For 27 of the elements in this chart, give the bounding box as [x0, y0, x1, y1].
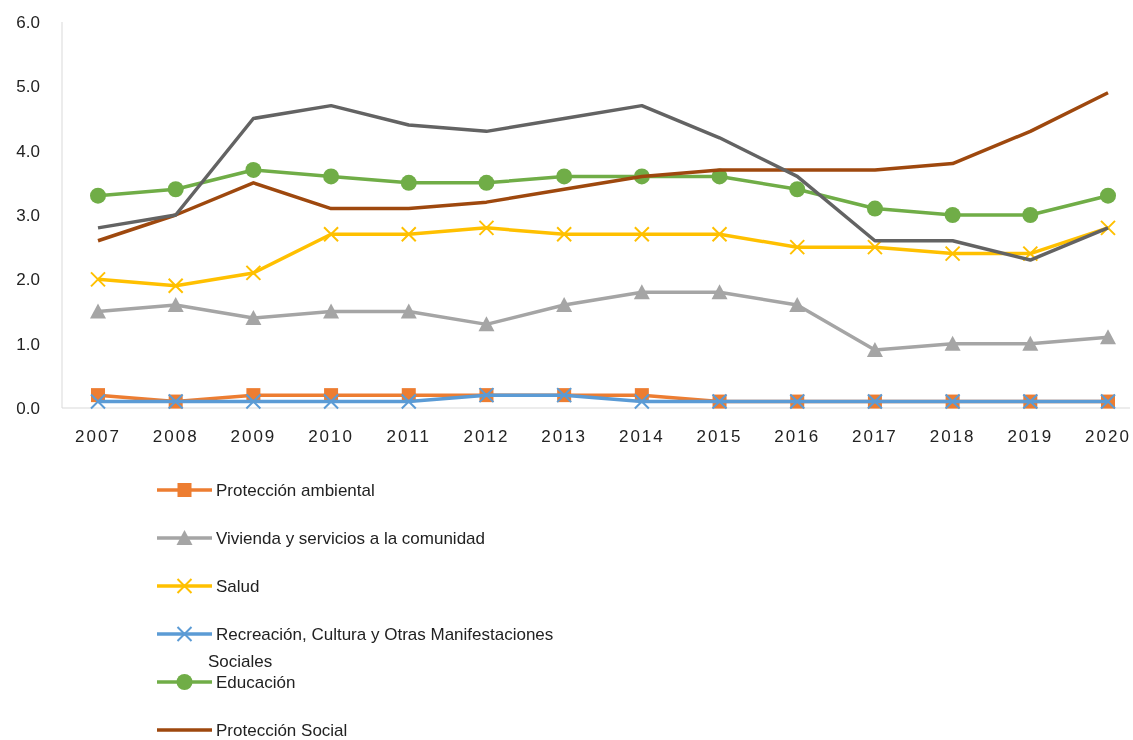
x-tick-label: 2008 [152, 427, 199, 446]
legend-label: Vivienda y servicios a la comunidad [216, 529, 485, 548]
x-tick-label: 2020 [1085, 427, 1131, 446]
y-tick-label: 5.0 [16, 77, 40, 97]
x-tick-label: 2017 [852, 427, 898, 446]
x-tick-label: 2011 [386, 427, 432, 446]
y-tick-label: 1.0 [16, 334, 40, 354]
legend-label: Protección Social [216, 721, 348, 740]
x-tick-label: 2014 [618, 427, 665, 446]
legend-label: Recreación, Cultura y Otras Manifestaciones Sociales [208, 625, 554, 671]
y-tick-label: 3.0 [16, 206, 40, 225]
x-tick-label: 2015 [696, 427, 743, 446]
legend-label: Salud [216, 577, 260, 596]
y-tick-label: 4.0 [16, 141, 40, 161]
x-tick-label: 2012 [463, 427, 510, 446]
y-tick-label: 2.0 [16, 270, 40, 290]
legend-label: Protección ambiental [216, 481, 375, 500]
x-tick-label: 2010 [308, 427, 354, 446]
x-tick-label: 2013 [541, 427, 588, 446]
x-tick-label: 2019 [1007, 427, 1054, 446]
x-tick-label: 2007 [75, 427, 121, 446]
y-tick-label: 0.0 [16, 399, 40, 418]
x-tick-label: 2018 [929, 427, 976, 446]
x-tick-label: 2009 [230, 427, 277, 446]
x-tick-label: 2016 [774, 427, 821, 446]
legend-label: Educación [216, 673, 296, 692]
y-tick-label: 6.0 [16, 13, 40, 32]
